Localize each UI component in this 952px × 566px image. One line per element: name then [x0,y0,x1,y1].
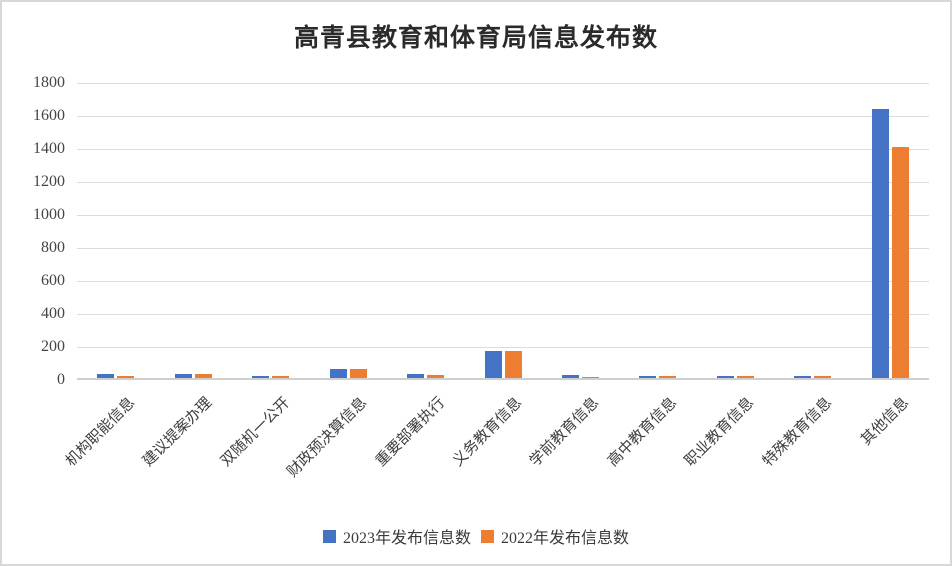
bar-2023 [716,375,734,378]
chart-title: 高青县教育和体育局信息发布数 [293,25,658,52]
bar-2022 [194,374,212,378]
gridline [77,347,929,348]
legend-swatch-2023-icon [322,529,336,543]
legend-item-2022: 2022年发布信息数 [481,524,629,548]
gridline [77,215,929,216]
bar-2022 [659,376,677,378]
bar-2023 [794,375,812,378]
bar-2023 [561,374,579,378]
legend-label-2023: 2023年发布信息数 [342,530,471,547]
bar-2023 [97,374,115,378]
y-tick-label: 0 [57,371,65,388]
x-tick-label: 双随机一公开 [217,394,293,470]
x-tick-label: 特殊教育信息 [760,394,835,470]
bar-2022 [581,376,599,378]
bar-2022 [504,350,522,378]
x-tick-label: 财政预决算信息 [284,394,371,481]
y-tick-label: 400 [41,305,65,322]
y-tick-label: 200 [41,338,65,355]
x-axis-line [77,378,929,380]
legend-item-2023: 2023年发布信息数 [322,524,471,548]
x-tick-label: 高中教育信息 [605,394,681,470]
gridline [77,182,929,183]
y-tick-label: 1800 [33,74,65,91]
bar-2022 [272,376,290,378]
bar-2022 [427,374,445,378]
bar-2023 [871,109,889,378]
gridline [77,248,929,249]
gridline [77,149,929,150]
gridline [77,314,929,315]
x-tick-label: 其他信息 [858,394,913,449]
legend-swatch-2022-icon [481,529,494,543]
legend-label-2022: 2022年发布信息数 [501,530,630,547]
bar-2023 [329,368,347,378]
y-tick-label: 1200 [33,173,65,190]
gridline [77,281,929,282]
y-tick-label: 1400 [33,140,65,157]
y-tick-label: 1600 [33,107,65,124]
bar-2022 [736,376,754,378]
bar-2023 [484,350,502,378]
bar-2022 [117,376,135,378]
y-tick-label: 1000 [33,206,65,223]
x-tick-label: 学前教育信息 [527,394,603,470]
bar-2023 [174,373,192,378]
legend: 2023年发布信息数 2022年发布信息数 [2,524,950,548]
bar-2022 [891,147,909,378]
y-tick-label: 800 [41,239,65,256]
y-tick-label: 600 [41,272,65,289]
x-tick-label: 机构职能信息 [62,394,138,470]
x-tick-label: 重要部署执行 [372,394,448,470]
x-tick-label: 建议提案办理 [140,394,216,470]
bar-2022 [349,369,367,378]
gridline [77,83,929,84]
bar-2023 [639,376,657,378]
x-tick-label: 职业教育信息 [682,394,758,470]
bar-2023 [407,374,425,378]
bar-2022 [814,376,832,378]
gridline [77,116,929,117]
bar-2023 [252,376,270,378]
x-tick-label: 义务教育信息 [450,394,526,470]
plot-area [77,83,929,380]
